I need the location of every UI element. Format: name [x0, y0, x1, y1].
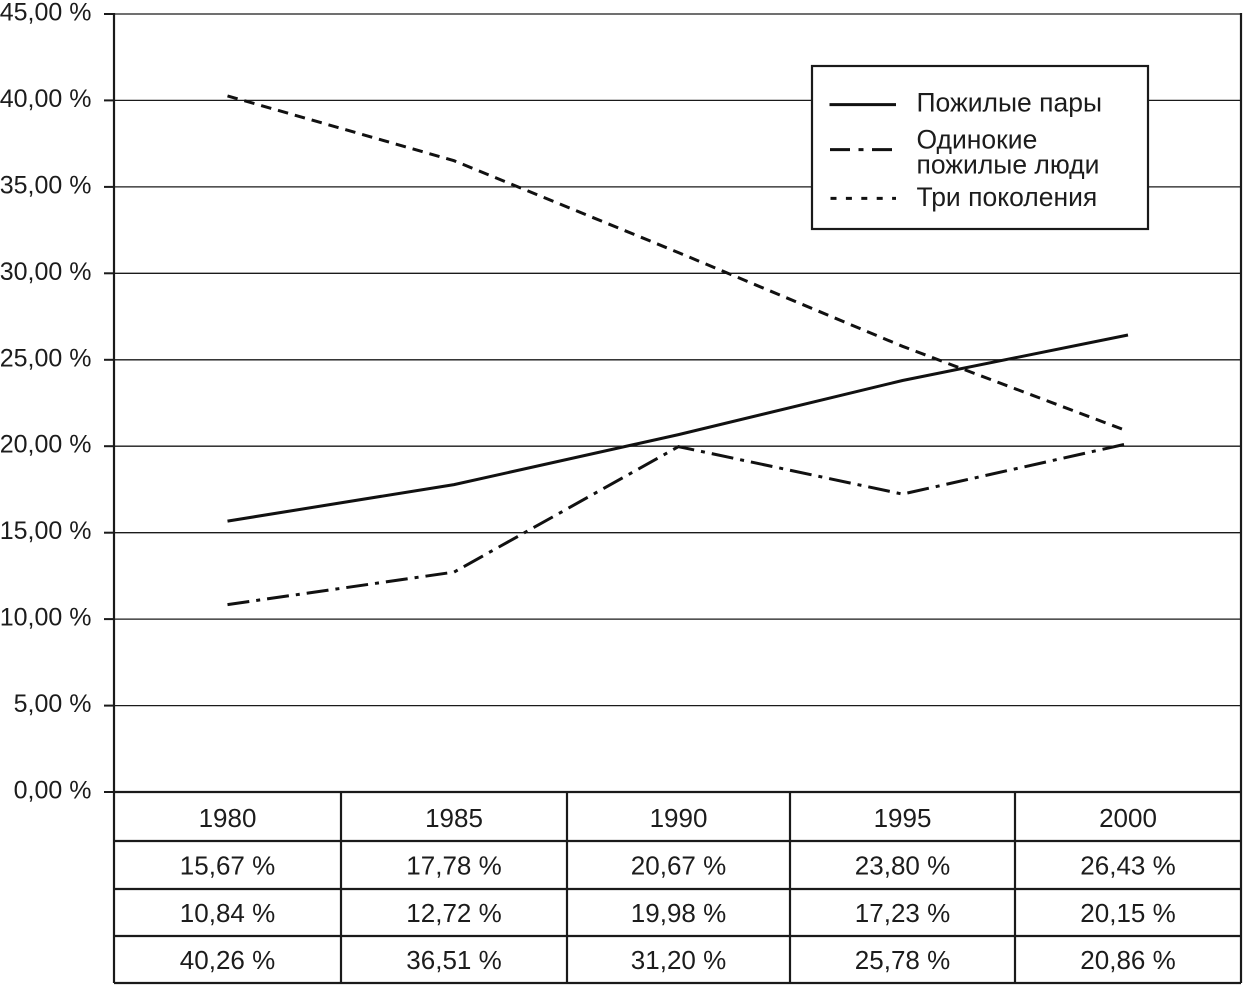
svg-text:17,78 %: 17,78 %: [406, 851, 501, 881]
svg-text:40,00 %: 40,00 %: [0, 85, 92, 113]
svg-text:10,00 %: 10,00 %: [0, 604, 92, 632]
svg-text:17,23 %: 17,23 %: [855, 898, 950, 928]
svg-text:45,00 %: 45,00 %: [0, 0, 92, 27]
svg-text:1990: 1990: [650, 803, 708, 833]
svg-text:20,00 %: 20,00 %: [0, 431, 92, 459]
svg-text:2000: 2000: [1099, 803, 1157, 833]
svg-text:23,80 %: 23,80 %: [855, 851, 950, 881]
svg-text:5,00 %: 5,00 %: [14, 690, 92, 718]
svg-text:0,00 %: 0,00 %: [14, 777, 92, 805]
svg-text:Три поколения: Три поколения: [917, 182, 1098, 212]
svg-text:19,98 %: 19,98 %: [631, 898, 726, 928]
svg-text:1985: 1985: [425, 803, 483, 833]
svg-text:1980: 1980: [199, 803, 257, 833]
svg-text:20,15 %: 20,15 %: [1080, 898, 1175, 928]
svg-text:Пожилые пары: Пожилые пары: [917, 87, 1103, 117]
svg-text:25,00 %: 25,00 %: [0, 344, 92, 372]
svg-text:40,26 %: 40,26 %: [180, 945, 275, 975]
svg-text:20,86 %: 20,86 %: [1080, 945, 1175, 975]
svg-text:12,72 %: 12,72 %: [406, 898, 501, 928]
svg-text:10,84 %: 10,84 %: [180, 898, 275, 928]
svg-text:31,20 %: 31,20 %: [631, 945, 726, 975]
svg-text:1995: 1995: [874, 803, 932, 833]
svg-text:30,00 %: 30,00 %: [0, 258, 92, 286]
svg-text:15,00 %: 15,00 %: [0, 517, 92, 545]
svg-text:Одинокие: Одинокие: [917, 124, 1038, 154]
svg-text:20,67 %: 20,67 %: [631, 851, 726, 881]
svg-text:26,43 %: 26,43 %: [1080, 851, 1175, 881]
svg-text:36,51 %: 36,51 %: [406, 945, 501, 975]
svg-text:пожилые люди: пожилые люди: [917, 150, 1100, 180]
svg-text:35,00 %: 35,00 %: [0, 171, 92, 199]
svg-text:25,78 %: 25,78 %: [855, 945, 950, 975]
svg-text:15,67 %: 15,67 %: [180, 851, 275, 881]
